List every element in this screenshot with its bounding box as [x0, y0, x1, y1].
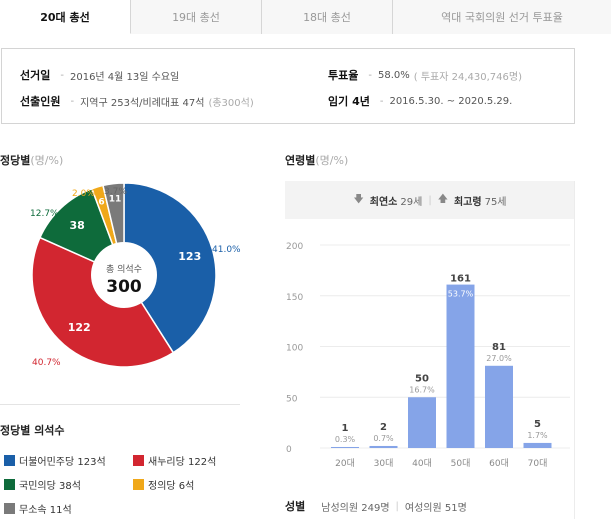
pie-slice-percent: 41.0% — [212, 245, 241, 255]
party-pie-chart: 123 122 38 6 11 — [31, 182, 217, 368]
gender-male: 남성의원 249명 — [321, 502, 390, 514]
bar-percent-label: 0.3% — [335, 435, 356, 444]
bar-percent-label: 16.7% — [409, 385, 435, 394]
y-tick-label: 200 — [286, 242, 303, 252]
age-bar[interactable] — [446, 284, 475, 448]
term-value: 2016.5.30. ~ 2020.5.29. — [389, 95, 513, 107]
turnout-label: 투표율 — [328, 69, 359, 82]
youngest-value: 29세 — [400, 196, 423, 208]
x-tick-label: 50대 — [451, 458, 471, 469]
bar-percent-label: 27.0% — [486, 354, 512, 363]
elected-total: (총300석) — [208, 97, 254, 109]
age-section-unit: (명/%) — [315, 154, 349, 167]
pie-slice-percent: 40.7% — [32, 358, 61, 368]
pie-center-total: 300 — [106, 277, 142, 297]
age-bar[interactable] — [523, 442, 552, 448]
election-day-value: 2016년 4월 13일 수요일 — [69, 71, 180, 83]
gender-row: 성별 남성의원 249명 | 여성의원 51명 — [285, 500, 467, 514]
pie-slice-1[interactable] — [31, 236, 175, 368]
legend-swatch — [133, 479, 144, 490]
bar-percent-label: 1.7% — [527, 431, 548, 440]
legend-swatch — [4, 503, 15, 514]
age-range-header: 🡇 최연소 29세 | 🡅 최고령 75세 — [285, 181, 575, 219]
election-day-row: 선거일 - 2016년 4월 13일 수요일 — [20, 69, 180, 83]
tab-19th-election[interactable]: 19대 총선 — [131, 0, 262, 34]
pie-center-hole — [91, 242, 157, 308]
pie-slice-value: 123 — [178, 250, 201, 263]
age-section-title: 연령별(명/%) — [285, 154, 349, 167]
tab-historical-turnout[interactable]: 역대 국회의원 선거 투표율 — [393, 0, 611, 34]
y-tick-label: 50 — [286, 394, 298, 404]
tab-20th-election[interactable]: 20대 총선 — [0, 0, 131, 34]
pie-slice-percent: 2.0% — [72, 189, 95, 199]
oldest-value: 75세 — [484, 196, 507, 208]
bar-percent-label: 0.7% — [373, 434, 394, 443]
pie-slice-value: 6 — [98, 197, 104, 207]
legend-swatch — [133, 455, 144, 466]
x-tick-label: 60대 — [489, 458, 509, 469]
legend-item: 정의당 6석 — [133, 477, 194, 492]
legend-label: 정의당 6석 — [148, 481, 195, 492]
legend-label: 무소속 11석 — [19, 505, 72, 516]
elected-label: 선출인원 — [20, 95, 61, 108]
bar-value-label: 81 — [492, 342, 506, 353]
election-tabs: 20대 총선 19대 총선 18대 총선 역대 국회의원 선거 투표율 — [0, 0, 611, 34]
legend-label: 새누리당 122석 — [148, 457, 217, 468]
pie-slice-percent: 12.7% — [30, 209, 59, 219]
legend-swatch — [4, 479, 15, 490]
party-section-title: 정당별(명/%) — [0, 154, 64, 167]
election-info-box: 선거일 - 2016년 4월 13일 수요일 선출인원 - 지역구 253석/비… — [1, 48, 575, 124]
election-day-label: 선거일 — [20, 69, 51, 82]
pie-center-label: 총 의석수 — [106, 265, 142, 275]
elected-row: 선출인원 - 지역구 253석/비례대표 47석 (총300석) — [20, 95, 254, 109]
elected-value: 지역구 253석/비례대표 47석 — [80, 97, 205, 109]
bar-value-label: 2 — [380, 422, 387, 433]
gender-female: 여성의원 51명 — [404, 502, 467, 514]
pie-slice-value: 38 — [69, 219, 84, 232]
legend-label: 국민의당 38석 — [19, 481, 81, 492]
age-bar[interactable] — [408, 397, 436, 448]
term-label: 임기 4년 — [328, 95, 370, 108]
gender-label: 성별 — [285, 500, 306, 513]
turnout-value: 58.0% — [377, 69, 410, 81]
y-tick-label: 100 — [286, 344, 303, 354]
x-tick-label: 70대 — [528, 458, 548, 469]
y-tick-label: 150 — [286, 293, 303, 303]
y-tick-label: 0 — [286, 445, 292, 455]
x-tick-label: 20대 — [335, 458, 355, 469]
pie-slice-value: 11 — [109, 195, 122, 205]
x-tick-label: 40대 — [412, 458, 432, 469]
arrow-up-icon: 🡅 — [437, 193, 448, 205]
seats-section-title: 정당별 의석수 — [0, 424, 65, 437]
bar-value-label: 50 — [415, 373, 429, 384]
legend-item: 무소속 11석 — [4, 501, 72, 516]
bar-value-label: 161 — [450, 274, 471, 285]
party-section-unit: (명/%) — [30, 154, 64, 167]
age-bar[interactable] — [369, 445, 398, 448]
arrow-down-icon: 🡇 — [353, 193, 364, 205]
age-bar-chart: 05010015020010.3%20대20.7%30대5016.7%40대16… — [286, 242, 570, 469]
oldest-label: 최고령 — [453, 196, 482, 208]
age-bar[interactable] — [485, 365, 513, 448]
bar-value-label: 5 — [534, 419, 541, 430]
bar-value-label: 1 — [342, 423, 349, 434]
legend-label: 더불어민주당 123석 — [19, 457, 106, 468]
pie-slice-value: 122 — [68, 321, 91, 334]
turnout-row: 투표율 - 58.0% ( 투표자 24,430,746명) — [328, 69, 522, 83]
tab-18th-election[interactable]: 18대 총선 — [262, 0, 393, 34]
turnout-voters: ( 투표자 24,430,746명) — [413, 71, 522, 83]
x-tick-label: 30대 — [374, 458, 394, 469]
legend-item: 새누리당 122석 — [133, 453, 216, 468]
term-row: 임기 4년 - 2016.5.30. ~ 2020.5.29. — [328, 95, 513, 108]
legend-item: 더불어민주당 123석 — [4, 453, 106, 468]
legend-item: 국민의당 38석 — [4, 477, 81, 492]
legend-swatch — [4, 455, 15, 466]
youngest-label: 최연소 — [369, 196, 398, 208]
bar-percent-label: 53.7% — [448, 290, 474, 299]
age-bar[interactable] — [331, 446, 359, 448]
pie-slice-percent: 3.7% — [104, 187, 127, 197]
